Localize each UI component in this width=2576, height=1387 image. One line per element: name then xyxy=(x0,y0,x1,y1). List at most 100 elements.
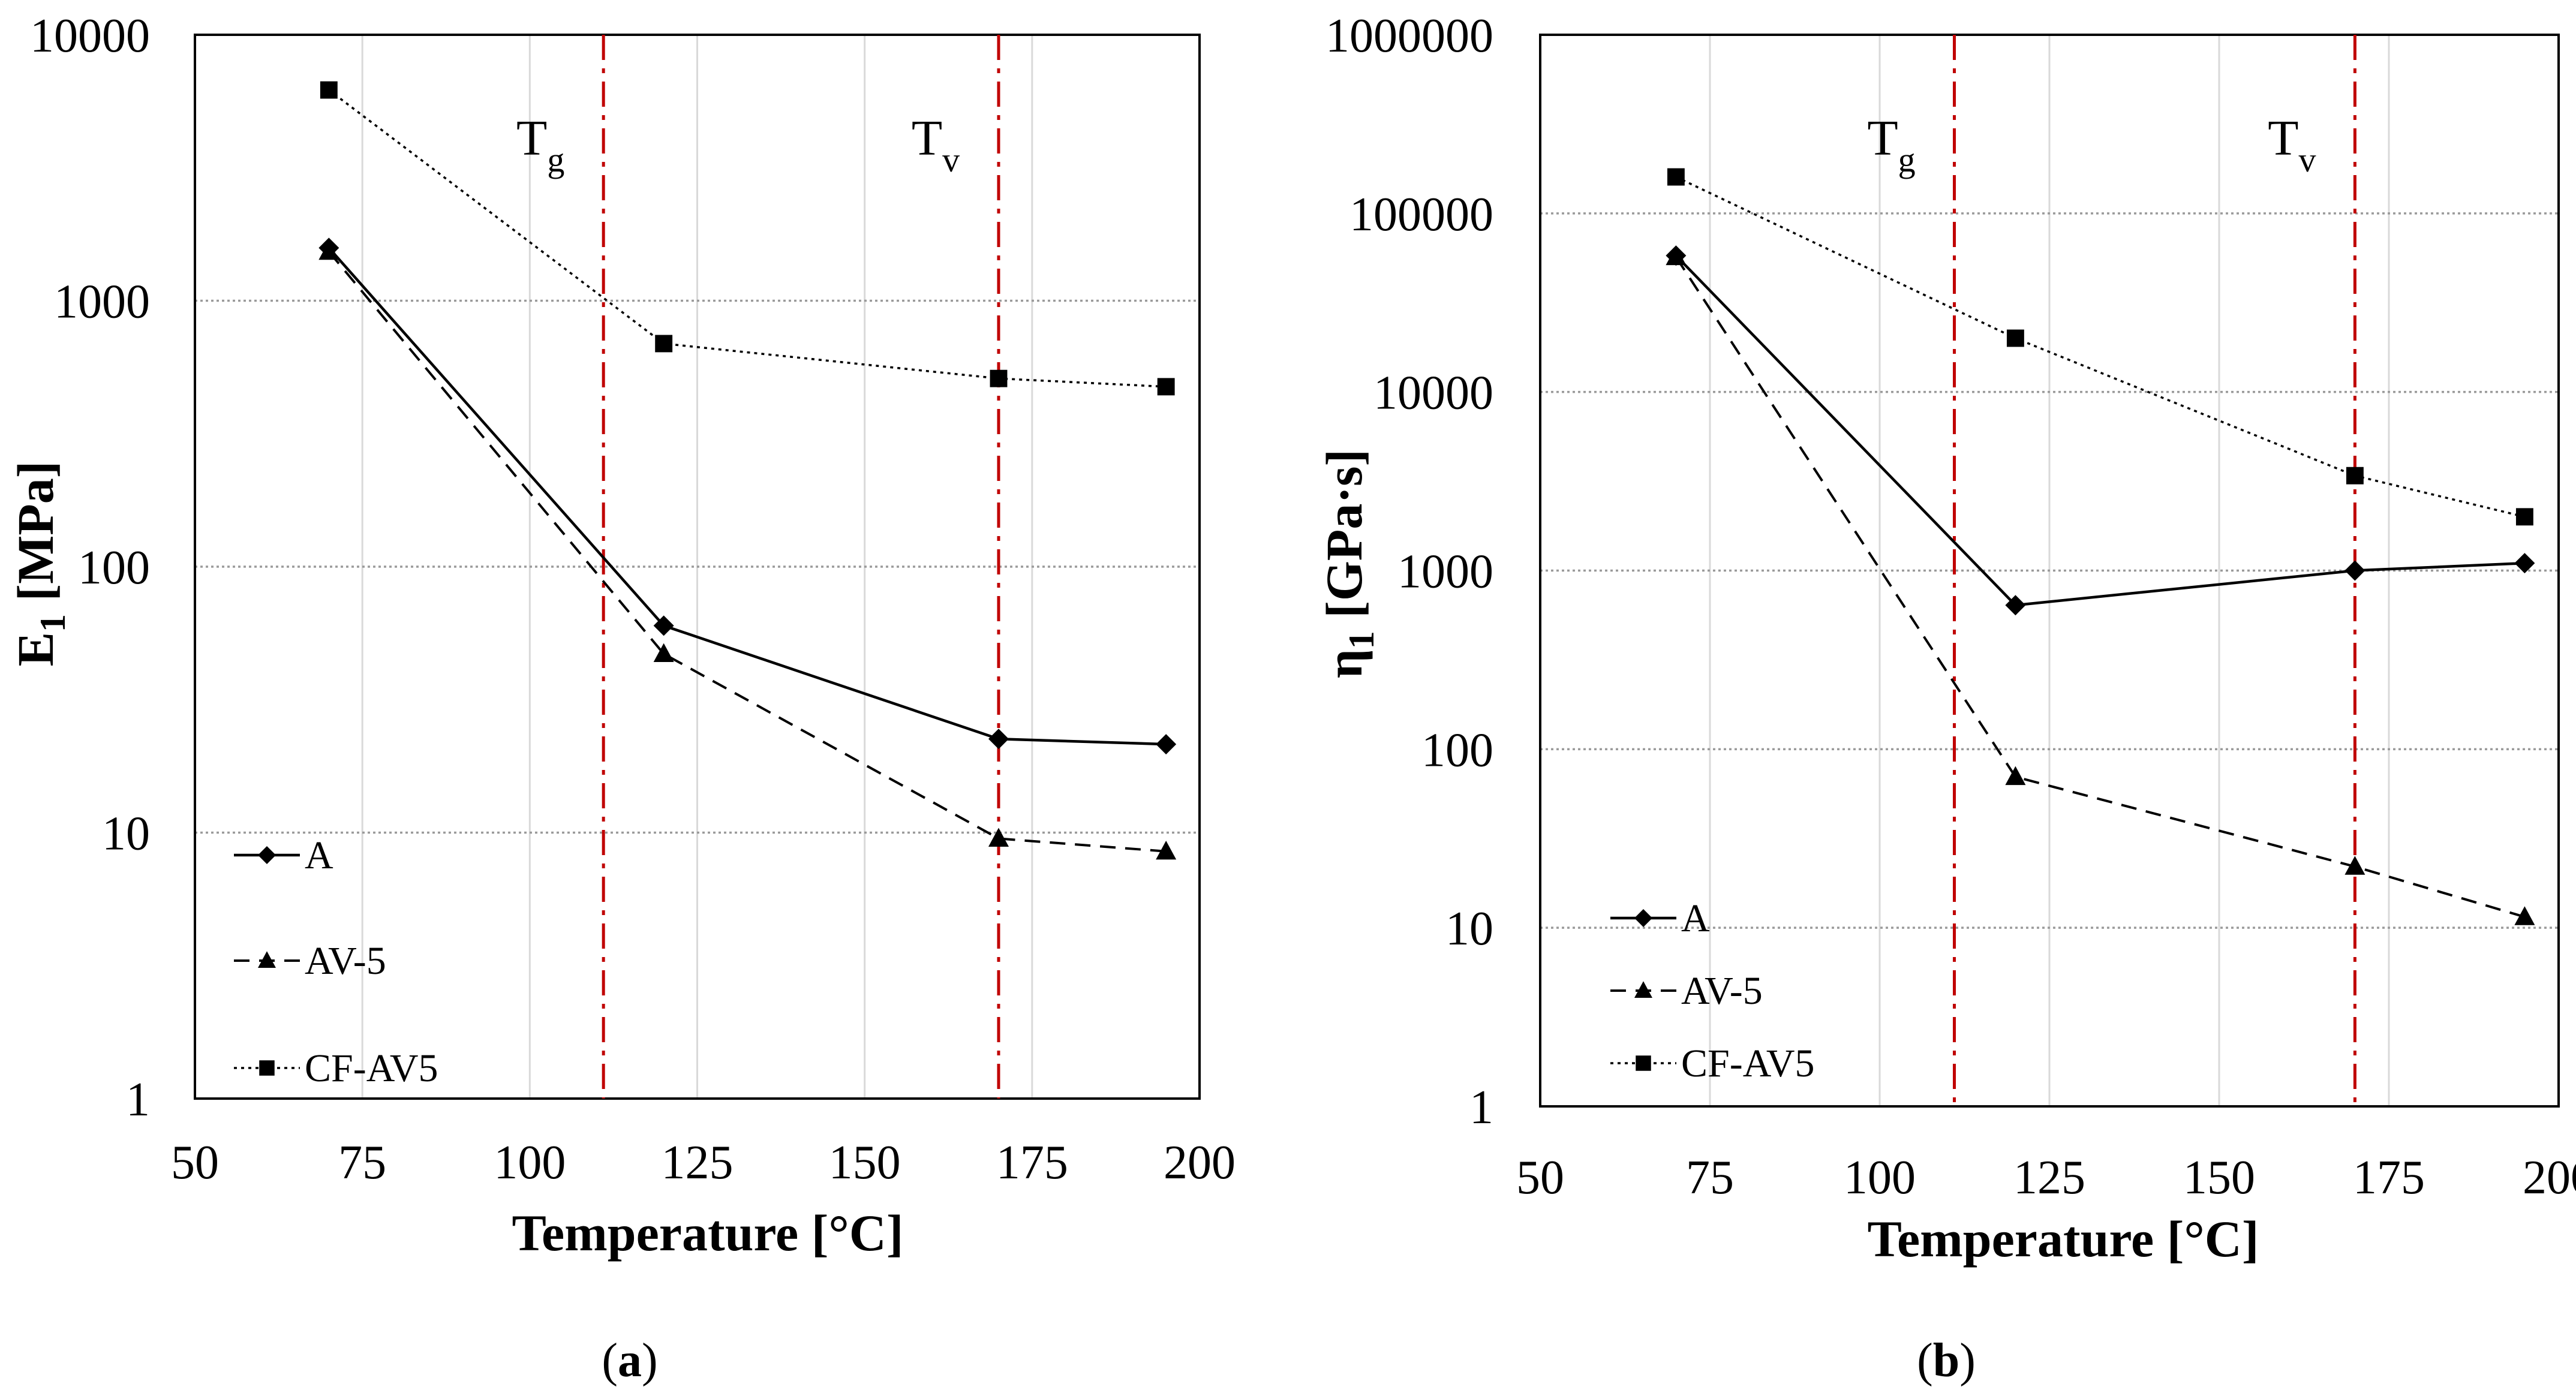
x-tick-label: 150 xyxy=(829,1136,901,1189)
y-tick-label: 1 xyxy=(1469,1081,1493,1134)
y-axis-title-unit: [GPa·s] xyxy=(1315,449,1373,631)
legend-label: A xyxy=(305,834,333,877)
series-line-a xyxy=(327,246,1167,746)
x-tick-label: 200 xyxy=(1164,1136,1236,1189)
y-tick-label: 1000 xyxy=(54,276,150,329)
transition-label-main: T xyxy=(1867,110,1898,166)
y-axis-title-sub: 1 xyxy=(33,614,73,632)
glass-transition-label: Tg xyxy=(516,110,564,179)
caption-label: a xyxy=(618,1334,642,1387)
x-tick-label: 125 xyxy=(2013,1151,2085,1204)
x-axis-title: Temperature [°C] xyxy=(1868,1210,2259,1268)
y-tick-label: 10000 xyxy=(30,10,150,62)
caption-open: ( xyxy=(1917,1334,1933,1387)
y-axis-title: E1 [MPa] xyxy=(7,461,73,667)
y-axis-title: η1 [GPa·s] xyxy=(1315,449,1381,678)
diamond-marker xyxy=(988,729,1009,750)
x-tick-label: 200 xyxy=(2523,1151,2576,1204)
square-marker xyxy=(655,335,673,353)
triangle-marker xyxy=(318,240,339,260)
square-marker xyxy=(2006,329,2024,347)
legend-label: AV-5 xyxy=(305,939,386,983)
x-tick-label: 100 xyxy=(494,1136,566,1189)
y-tick-label: 10000 xyxy=(1373,367,1493,420)
glass-transition-label: Tg xyxy=(1867,110,1915,179)
series-line-av-5 xyxy=(327,251,1167,853)
caption-close: ) xyxy=(1959,1334,1976,1387)
square-marker xyxy=(1667,168,1685,186)
x-tick-label: 125 xyxy=(662,1136,734,1189)
series-line-cf-av5 xyxy=(1675,176,2525,518)
triangle-marker xyxy=(988,828,1009,847)
transition-label-sub: v xyxy=(2299,140,2316,179)
legend-marker xyxy=(1634,909,1652,927)
diamond-marker xyxy=(2005,595,2026,616)
y-tick-label: 10 xyxy=(1445,902,1493,955)
x-tick-label: 50 xyxy=(171,1136,219,1189)
triangle-marker xyxy=(2344,856,2365,875)
legend-label: AV-5 xyxy=(1681,969,1763,1013)
y-axis-title-sub: 1 xyxy=(1342,631,1381,649)
transition-label-sub: v xyxy=(942,140,960,179)
plot-frame xyxy=(194,34,1201,1100)
square-marker xyxy=(1157,378,1175,396)
legend-marker xyxy=(1636,1055,1651,1071)
y-axis-title-main: E xyxy=(7,632,64,666)
panel-caption: (b) xyxy=(1917,1334,1976,1387)
series-line-av-5 xyxy=(1675,256,2525,919)
diamond-marker xyxy=(653,615,674,636)
legend-marker xyxy=(1634,981,1652,998)
transition-label-main: T xyxy=(2268,110,2298,166)
plot-frame xyxy=(1539,34,2560,1108)
y-tick-label: 100000 xyxy=(1349,188,1493,241)
x-tick-label: 175 xyxy=(2353,1151,2425,1204)
series-line-cf-av5 xyxy=(328,89,1167,388)
x-tick-label: 175 xyxy=(996,1136,1068,1189)
square-marker xyxy=(990,369,1008,387)
legend-marker xyxy=(259,1060,275,1076)
transition-label-sub: g xyxy=(1898,140,1916,179)
legend-marker xyxy=(258,951,276,968)
transition-label-main: T xyxy=(912,110,942,166)
transition-label-sub: g xyxy=(547,140,564,179)
x-tick-label: 50 xyxy=(1516,1151,1564,1204)
y-tick-label: 10 xyxy=(102,808,150,861)
vitrification-transition-label: Tv xyxy=(912,110,960,179)
panel-caption: (a) xyxy=(602,1334,657,1387)
chart-panel-b: 50 75 100 125 150 175 200 1 10 100 1000 10000 100000… xyxy=(1315,10,2576,1387)
caption-open: ( xyxy=(602,1334,618,1387)
caption-label: b xyxy=(1933,1334,1960,1387)
legend-label: CF-AV5 xyxy=(1681,1042,1815,1085)
diamond-marker xyxy=(1156,734,1177,755)
x-tick-label: 75 xyxy=(338,1136,386,1189)
y-axis-title-unit: [MPa] xyxy=(7,461,64,614)
diamond-marker xyxy=(2344,560,2365,581)
x-axis-title: Temperature [°C] xyxy=(512,1204,904,1262)
y-tick-label: 1000 xyxy=(1397,546,1493,598)
triangle-marker xyxy=(2514,906,2535,925)
x-tick-label: 150 xyxy=(2183,1151,2255,1204)
transition-label-main: T xyxy=(516,110,547,166)
vitrification-transition-label: Tv xyxy=(2268,110,2316,179)
caption-close: ) xyxy=(642,1334,658,1387)
y-tick-label: 100 xyxy=(1421,724,1493,777)
legend-label: A xyxy=(1681,896,1710,940)
y-tick-label: 1 xyxy=(126,1073,150,1126)
triangle-marker xyxy=(1156,840,1177,860)
triangle-marker xyxy=(653,643,674,663)
y-tick-label: 1000000 xyxy=(1325,10,1493,62)
square-marker xyxy=(2515,508,2533,526)
series-line-a xyxy=(1675,254,2525,607)
legend-label: CF-AV5 xyxy=(305,1046,438,1090)
x-tick-label: 75 xyxy=(1686,1151,1734,1204)
x-tick-label: 100 xyxy=(1844,1151,1916,1204)
triangle-marker xyxy=(1666,246,1687,266)
legend-marker xyxy=(258,846,276,864)
square-marker xyxy=(2346,467,2364,485)
y-tick-label: 100 xyxy=(78,541,150,594)
triangle-marker xyxy=(2005,766,2026,786)
square-marker xyxy=(320,81,338,99)
diamond-marker xyxy=(2514,553,2535,574)
